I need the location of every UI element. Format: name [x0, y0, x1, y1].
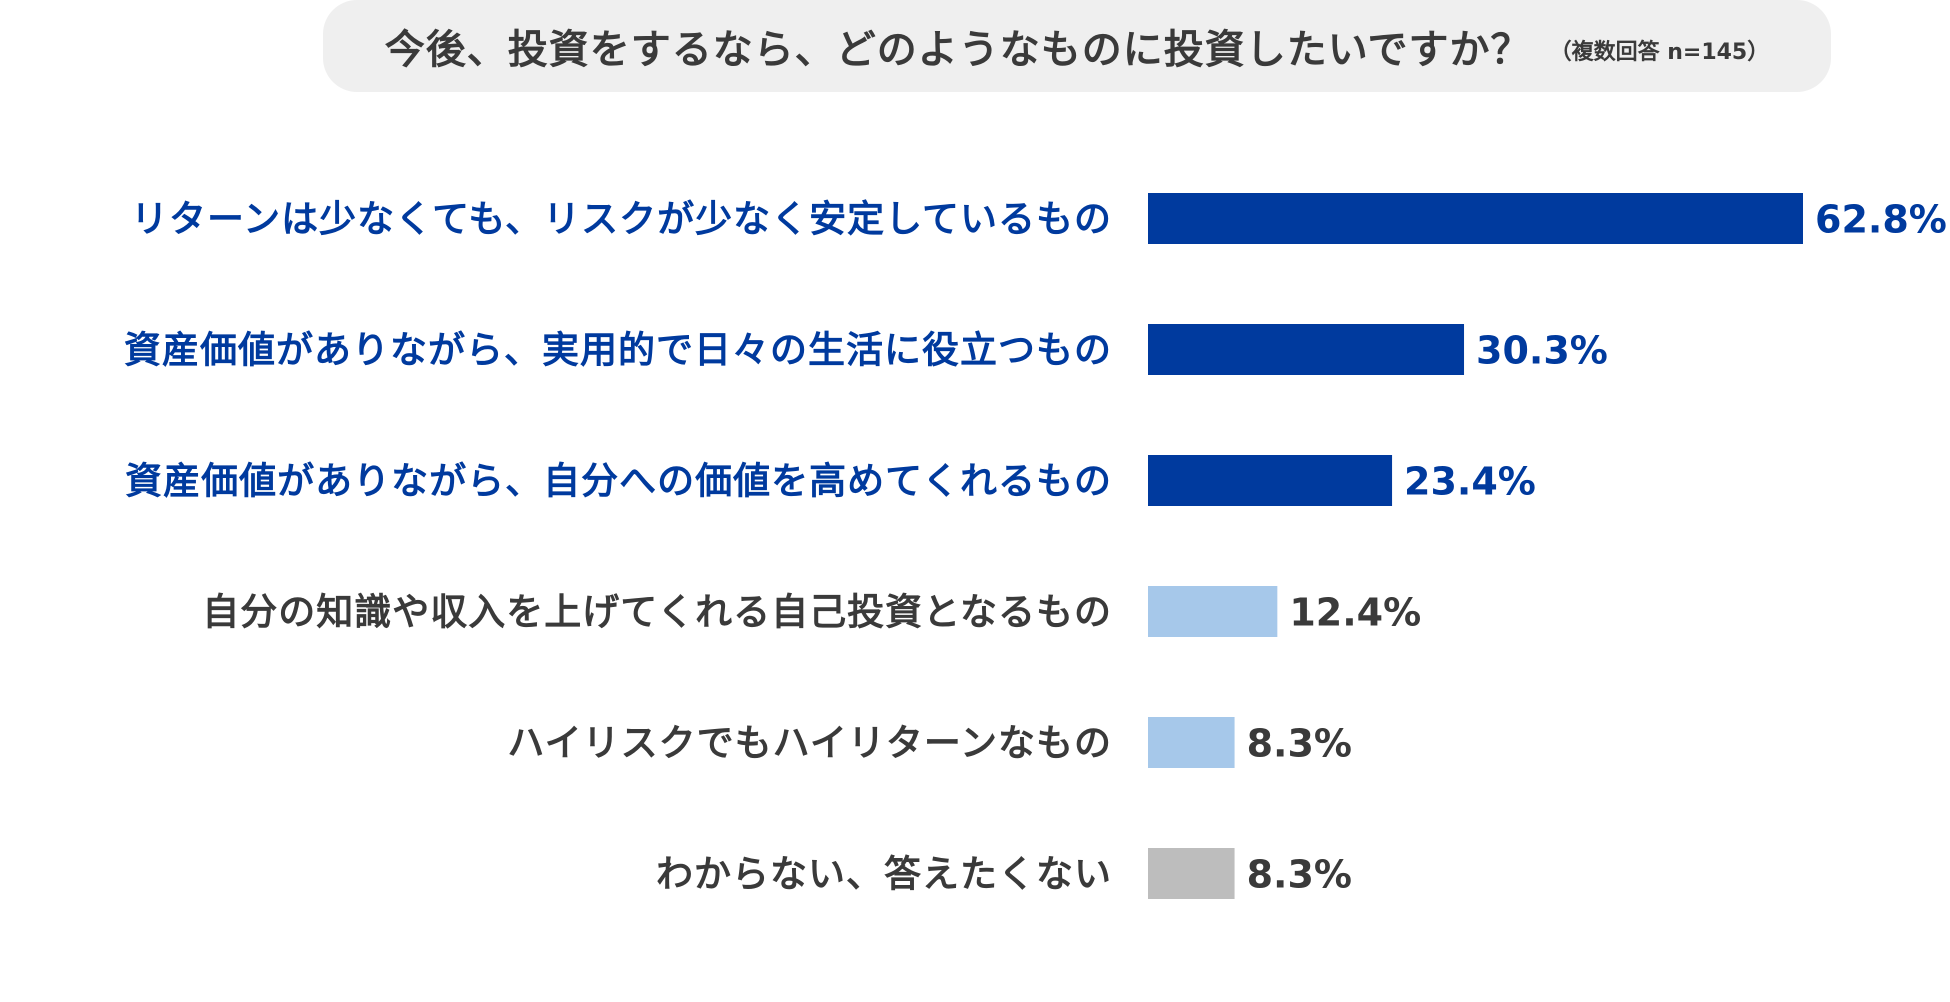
- category-label: ハイリスクでもハイリターンなもの: [507, 722, 1112, 765]
- category-label: 資産価値がありながら、実用的で日々の生活に役立つもの: [124, 329, 1112, 372]
- bar: [1148, 717, 1235, 768]
- value-label: 8.3%: [1247, 853, 1352, 897]
- chart-subtitle: （複数回答 n=145）: [1549, 40, 1770, 65]
- bar: [1148, 193, 1803, 244]
- value-label: 12.4%: [1289, 591, 1421, 635]
- chart-title: 今後、投資をするなら、どのようなものに投資したいですか？: [384, 27, 1532, 73]
- bar: [1148, 848, 1235, 899]
- value-label: 30.3%: [1476, 329, 1608, 373]
- bar: [1148, 586, 1278, 637]
- bar: [1148, 455, 1393, 506]
- category-label: 自分の知識や収入を上げてくれる自己投資となるもの: [202, 591, 1112, 634]
- bar: [1148, 324, 1465, 375]
- value-label: 23.4%: [1404, 460, 1536, 504]
- category-label: わからない、答えたくない: [656, 853, 1112, 896]
- value-label: 62.8%: [1815, 198, 1947, 242]
- chart-title-box: 今後、投資をするなら、どのようなものに投資したいですか？ （複数回答 n=145…: [323, 0, 1831, 92]
- category-label: リターンは少なくても、リスクが少なく安定しているもの: [131, 198, 1112, 241]
- value-label: 8.3%: [1247, 722, 1352, 766]
- category-label: 資産価値がありながら、自分への価値を高めてくれるもの: [125, 460, 1112, 503]
